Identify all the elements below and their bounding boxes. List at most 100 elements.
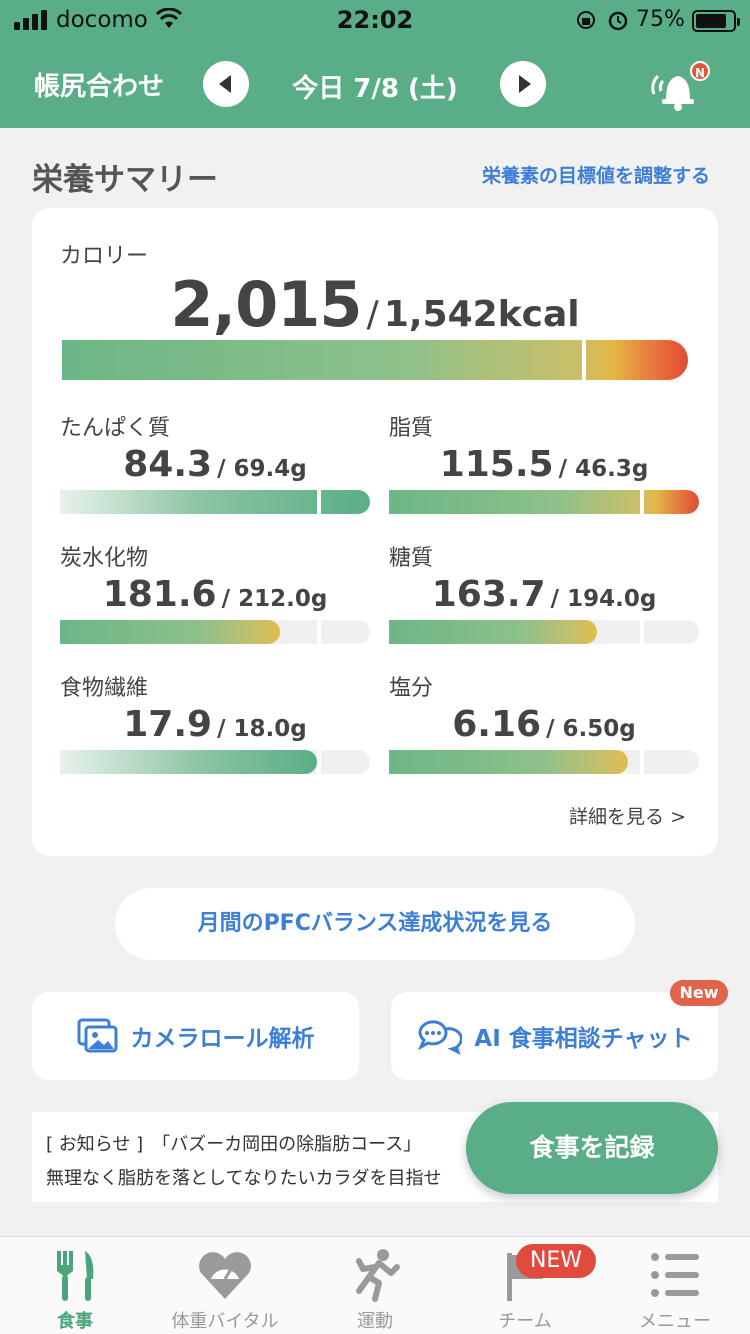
nutrient-fill bbox=[60, 490, 370, 514]
nutrient-goal-marker bbox=[640, 620, 644, 644]
nutrient-progress-bar bbox=[60, 490, 370, 514]
nutrient-goal-marker bbox=[317, 620, 321, 644]
calorie-goal: 1,542kcal bbox=[383, 294, 580, 335]
chat-bubbles-icon bbox=[418, 1020, 463, 1055]
nutrient-value: 115.5 / 46.3g bbox=[389, 444, 699, 485]
nutrient-current: 163.7 bbox=[431, 574, 546, 615]
status-bar: docomo 22:02 75% bbox=[0, 0, 750, 42]
nutrient-label: 糖質 bbox=[389, 546, 434, 571]
signal-icon bbox=[14, 10, 47, 30]
nutrient-fill bbox=[389, 490, 699, 514]
nutrient-fill bbox=[60, 750, 317, 774]
app-header: docomo 22:02 75% 帳尻合わせ 今日 7/8 (土) N bbox=[0, 0, 750, 128]
page-title: 帳尻合わせ bbox=[34, 72, 165, 102]
nutrient-protein: たんぱく質 84.3 / 69.4g bbox=[60, 410, 370, 530]
wifi-icon bbox=[156, 8, 182, 28]
tab-label: 体重バイタル bbox=[171, 1311, 279, 1332]
next-day-button[interactable] bbox=[500, 61, 546, 107]
nutrient-goal: / 194.0g bbox=[550, 586, 657, 612]
nutrient-goal: / 6.50g bbox=[546, 716, 636, 742]
nutrient-carbohydrate: 炭水化物 181.6 / 212.0g bbox=[60, 540, 370, 660]
nutrient-goal: / 18.0g bbox=[217, 716, 307, 742]
nutrient-label: 塩分 bbox=[389, 676, 434, 701]
current-date[interactable]: 今日 7/8 (土) bbox=[292, 74, 458, 104]
notification-badge: N bbox=[690, 61, 710, 81]
nutrient-salt: 塩分 6.16 / 6.50g bbox=[389, 670, 699, 790]
calorie-progress-bar bbox=[62, 340, 688, 380]
nutrient-current: 115.5 bbox=[439, 444, 554, 485]
nutrient-value: 6.16 / 6.50g bbox=[389, 704, 699, 745]
section-title: 栄養サマリー bbox=[32, 162, 218, 198]
chevron-left-icon bbox=[218, 75, 231, 93]
nutrient-goal: / 212.0g bbox=[221, 586, 328, 612]
tab-weight-vitals[interactable]: 体重バイタル bbox=[150, 1237, 300, 1334]
nutrient-goal: / 46.3g bbox=[558, 456, 649, 482]
nutrient-goal: / 69.4g bbox=[217, 456, 307, 482]
nutrient-current: 17.9 bbox=[123, 704, 213, 745]
nutrient-label: たんぱく質 bbox=[60, 416, 171, 441]
calorie-goal-marker bbox=[582, 340, 586, 380]
nutrient-goal-marker bbox=[317, 490, 321, 514]
nutrient-goal-marker bbox=[640, 750, 644, 774]
chevron-right-icon bbox=[518, 75, 531, 93]
nutrition-summary-card: カロリー 2,015 / 1,542kcal たんぱく質 84.3 / 69.4… bbox=[32, 208, 718, 856]
prev-day-button[interactable] bbox=[203, 61, 249, 107]
ai-chat-button[interactable]: AI 食事相談チャット bbox=[391, 992, 718, 1080]
carrier-label: docomo bbox=[56, 7, 148, 33]
battery-icon bbox=[692, 10, 740, 32]
nutrient-fill bbox=[389, 750, 628, 774]
tab-label: 運動 bbox=[357, 1311, 393, 1332]
tab-label: チーム bbox=[498, 1311, 552, 1332]
fork-knife-icon bbox=[57, 1251, 94, 1301]
ai-chat-label: AI 食事相談チャット bbox=[474, 1026, 693, 1052]
nutrient-fiber: 食物繊維 17.9 / 18.0g bbox=[60, 670, 370, 790]
nutrient-current: 181.6 bbox=[102, 574, 217, 615]
nutrient-label: 炭水化物 bbox=[60, 546, 149, 571]
new-badge: New bbox=[670, 980, 728, 1006]
nutrient-fill bbox=[60, 620, 280, 644]
runner-icon bbox=[356, 1249, 400, 1302]
camera-roll-analysis-button[interactable]: カメラロール解析 bbox=[32, 992, 359, 1080]
nutrient-label: 食物繊維 bbox=[60, 676, 149, 701]
tab-menu[interactable]: メニュー bbox=[600, 1237, 750, 1334]
announcement-line-1: [ お知らせ ] 「バズーカ岡田の除脂肪コース」 bbox=[46, 1134, 422, 1155]
nutrient-current: 84.3 bbox=[123, 444, 213, 485]
tab-bar: 食事 体重バイタル 運動 チーム メニュー bbox=[0, 1236, 750, 1334]
nutrient-value: 84.3 / 69.4g bbox=[60, 444, 370, 485]
nutrient-progress-bar bbox=[389, 620, 699, 644]
heart-scale-icon bbox=[199, 1252, 251, 1299]
tab-exercise[interactable]: 運動 bbox=[300, 1237, 450, 1334]
nutrient-progress-bar bbox=[389, 490, 699, 514]
calorie-current: 2,015 bbox=[170, 268, 362, 341]
nutrient-current: 6.16 bbox=[452, 704, 542, 745]
camera-roll-label: カメラロール解析 bbox=[130, 1026, 315, 1052]
nutrient-value: 181.6 / 212.0g bbox=[60, 574, 370, 615]
notification-bell-icon[interactable] bbox=[644, 62, 704, 112]
nutrient-progress-bar bbox=[60, 750, 370, 774]
view-details-link[interactable]: 詳細を見る > bbox=[569, 806, 686, 828]
nutrient-value: 17.9 / 18.0g bbox=[60, 704, 370, 745]
calorie-value: 2,015 / 1,542kcal bbox=[32, 268, 718, 341]
nutrient-fat: 脂質 115.5 / 46.3g bbox=[389, 410, 699, 530]
nutrient-fill bbox=[389, 620, 597, 644]
nutrient-progress-bar bbox=[60, 620, 370, 644]
team-new-badge: NEW bbox=[516, 1244, 596, 1278]
calorie-label: カロリー bbox=[60, 244, 149, 269]
record-meal-button[interactable]: 食事を記録 bbox=[466, 1102, 718, 1194]
tab-meal[interactable]: 食事 bbox=[0, 1237, 150, 1334]
nutrient-goal-marker bbox=[640, 490, 644, 514]
nutrient-progress-bar bbox=[389, 750, 699, 774]
menu-list-icon bbox=[651, 1253, 699, 1297]
battery-percent: 75% bbox=[636, 7, 685, 32]
adjust-targets-link[interactable]: 栄養素の目標値を調整する bbox=[481, 165, 710, 187]
nutrient-sugar: 糖質 163.7 / 194.0g bbox=[389, 540, 699, 660]
tab-label: 食事 bbox=[57, 1311, 93, 1332]
pfc-balance-button[interactable]: 月間のPFCバランス達成状況を見る bbox=[115, 888, 635, 960]
status-time: 22:02 bbox=[336, 6, 414, 34]
nutrient-value: 163.7 / 194.0g bbox=[389, 574, 699, 615]
rotation-lock-alarm-icon bbox=[577, 11, 628, 31]
announcement-line-2: 無理なく脂肪を落としてなりたいカラダを目指せ bbox=[46, 1168, 442, 1189]
nutrient-label: 脂質 bbox=[389, 416, 434, 441]
calorie-separator: / bbox=[366, 294, 379, 335]
nutrient-goal-marker bbox=[317, 750, 321, 774]
